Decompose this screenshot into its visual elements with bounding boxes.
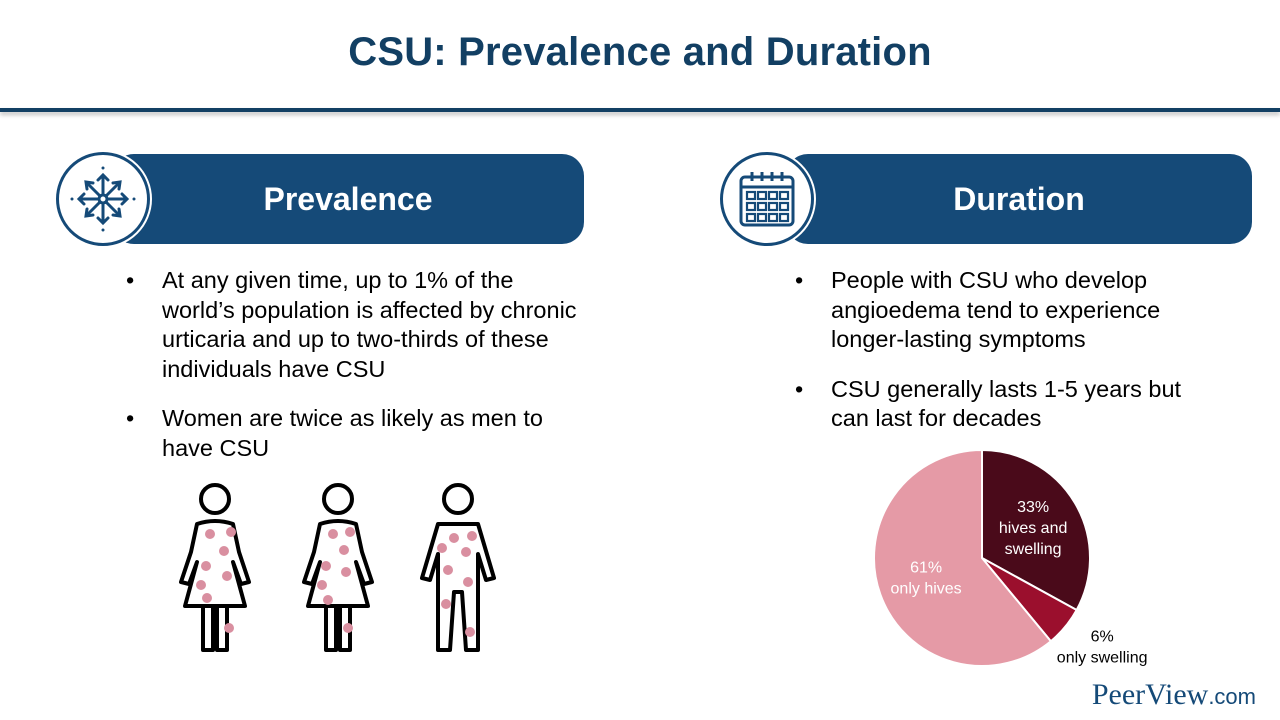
- people-figures: [170, 482, 510, 662]
- duration-heading: Duration: [953, 180, 1085, 217]
- duration-pie-chart: 33% hives and swelling 6% only swelling 61% on…: [850, 440, 1150, 680]
- prevalence-banner: Prevalence: [112, 154, 584, 244]
- title-divider: [0, 108, 1280, 112]
- pie-slice: [981, 448, 1091, 612]
- peerview-logo: PeerView.com: [1091, 678, 1256, 711]
- man-figure-icon: [420, 483, 496, 652]
- woman-figure-icon: [302, 483, 374, 652]
- list-item: People with CSU who develop angioedema t…: [795, 266, 1225, 355]
- pie-label: 61% only hives: [891, 560, 962, 598]
- prevalence-heading: Prevalence: [263, 180, 433, 217]
- page-title: CSU: Prevalence and Duration: [348, 30, 932, 74]
- arrows-outward-icon: [56, 152, 150, 246]
- duration-banner: Duration: [786, 154, 1252, 244]
- woman-figure-icon: [179, 483, 251, 652]
- list-item: CSU generally lasts 1-5 years but can la…: [795, 375, 1225, 434]
- duration-bullets: People with CSU who develop angioedema t…: [795, 266, 1225, 454]
- calendar-icon: [720, 152, 814, 246]
- prevalence-bullets: At any given time, up to 1% of the world…: [126, 266, 586, 483]
- list-item: Women are twice as likely as men to have…: [126, 404, 586, 463]
- list-item: At any given time, up to 1% of the world…: [126, 266, 586, 384]
- pie-slice: [873, 448, 1053, 667]
- pie-label: 33% hives and swelling: [999, 499, 1068, 558]
- pie-label: 6% only swelling: [1057, 628, 1148, 666]
